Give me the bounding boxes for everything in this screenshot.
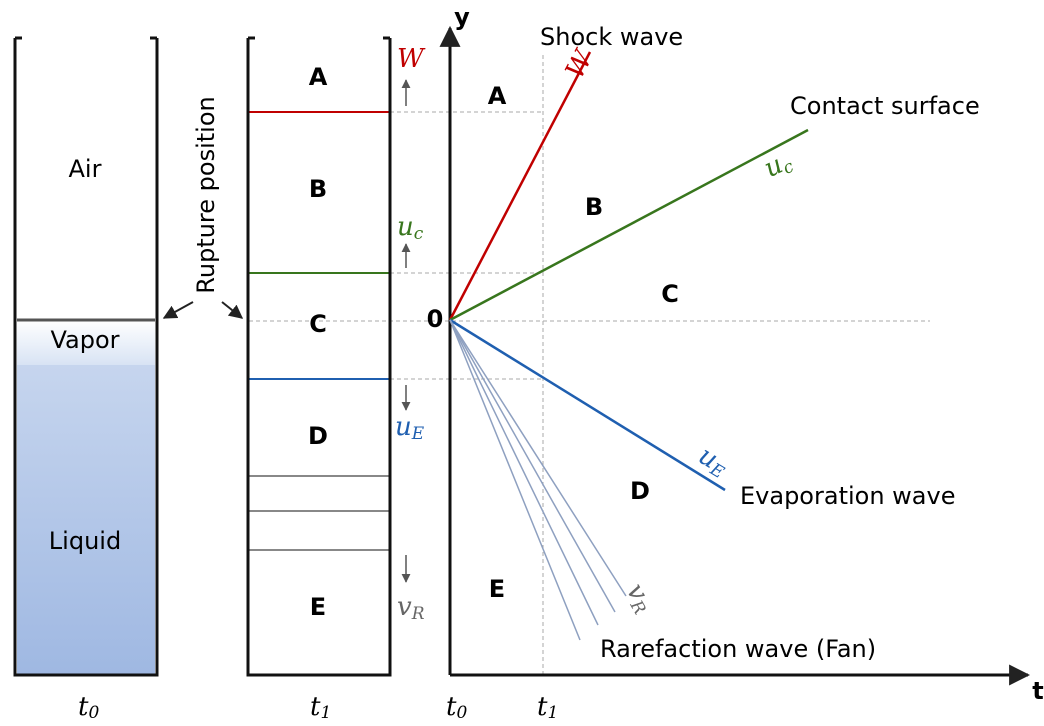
- t: t: [310, 692, 321, 721]
- base: v: [397, 592, 412, 622]
- region: B: [309, 175, 327, 203]
- arrow: [164, 302, 193, 318]
- t: t: [446, 692, 457, 721]
- axis-label: y: [454, 3, 470, 31]
- sub: 0: [456, 703, 467, 722]
- fan-ray: [450, 320, 615, 612]
- wave-name: Contact surface: [790, 92, 980, 120]
- fan-ray: [450, 320, 626, 596]
- region: E: [310, 593, 326, 621]
- sub: 0: [88, 703, 99, 722]
- base: u: [397, 212, 414, 242]
- region: B: [585, 193, 603, 221]
- sub: E: [411, 424, 425, 444]
- origin: 0: [427, 305, 444, 333]
- contact-ray: [450, 130, 808, 320]
- arrow: [222, 302, 242, 318]
- symbol: W: [397, 44, 426, 74]
- t: t: [78, 692, 89, 721]
- symbol: uc: [397, 212, 424, 244]
- label: Liquid: [49, 527, 121, 555]
- time-label: t0: [446, 692, 467, 721]
- region: A: [488, 82, 507, 110]
- sub: c: [414, 224, 424, 244]
- tube: [248, 38, 390, 675]
- time-label: t1: [310, 692, 331, 721]
- label: Air: [69, 155, 102, 183]
- diagram: Air Vapor Liquid t0 Rupture position A B…: [0, 0, 1044, 721]
- fan-ray: [450, 320, 580, 640]
- liquid-fill: [17, 365, 155, 675]
- region: C: [661, 280, 679, 308]
- symbol: uE: [395, 412, 425, 444]
- wave-name: Rarefaction wave (Fan): [600, 635, 876, 663]
- symbol: uE: [692, 441, 734, 483]
- t: t: [537, 692, 548, 721]
- sub: 1: [547, 703, 558, 722]
- wave-name: Evaporation wave: [740, 482, 955, 510]
- shock-ray: [450, 52, 590, 320]
- label: Vapor: [50, 326, 119, 354]
- sub: R: [411, 604, 425, 624]
- axis-label: t: [1032, 677, 1043, 705]
- wave-name: Shock wave: [540, 23, 683, 51]
- symbol: vR: [619, 578, 660, 618]
- region: D: [308, 422, 328, 450]
- region: E: [489, 575, 505, 603]
- time-label: t1: [537, 692, 558, 721]
- region: C: [309, 310, 327, 338]
- rupture-label: Rupture position: [192, 96, 220, 293]
- region: D: [630, 477, 650, 505]
- sub: 1: [320, 703, 331, 722]
- symbol: vR: [397, 592, 425, 624]
- base: W: [397, 44, 426, 74]
- region: A: [309, 63, 328, 91]
- base: u: [395, 412, 412, 442]
- time-label: t0: [78, 692, 99, 721]
